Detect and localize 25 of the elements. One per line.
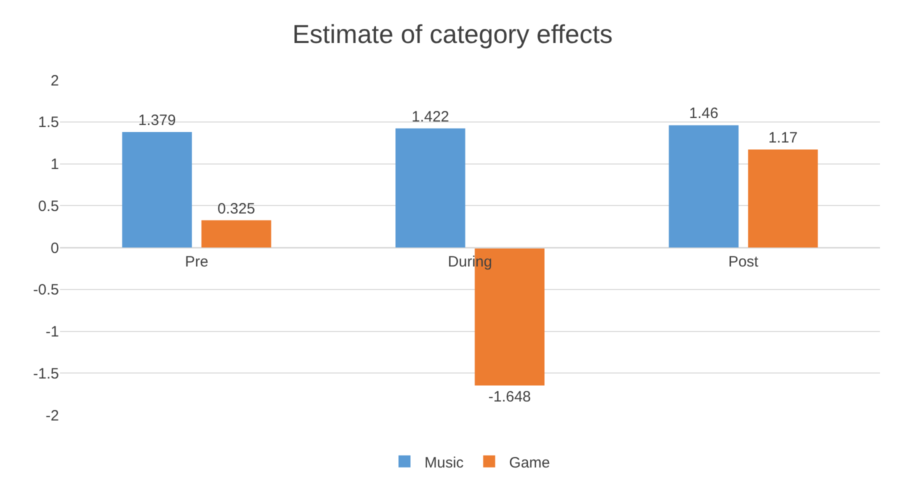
data-label: 1.46 <box>689 105 718 122</box>
y-tick-label: -2 <box>46 407 59 424</box>
y-tick-label: -0.5 <box>33 282 59 299</box>
data-label: 1.379 <box>138 112 176 130</box>
bar <box>748 150 818 248</box>
y-tick-label: 2 <box>50 72 59 90</box>
x-tick-label: Post <box>728 254 760 270</box>
data-label: -1.648 <box>488 388 531 406</box>
x-tick-label: Pre <box>185 254 208 270</box>
data-label: 1.17 <box>768 130 798 147</box>
legend-label: Game <box>509 454 550 472</box>
data-label: 0.325 <box>218 200 256 218</box>
bar <box>122 132 192 248</box>
bar <box>668 125 739 248</box>
chart-title: Estimate of category effects <box>292 18 613 49</box>
y-tick-label: 1 <box>50 156 59 173</box>
bar <box>395 128 466 248</box>
y-tick-label: 0 <box>50 240 59 257</box>
data-label: 1.422 <box>412 108 450 126</box>
y-tick-label: -1 <box>46 324 59 340</box>
bar <box>201 220 272 248</box>
y-tick-label: -1.5 <box>33 365 59 382</box>
y-tick-label: 0.5 <box>38 198 59 215</box>
y-tick-label: 1.5 <box>38 114 59 132</box>
legend-label: Music <box>424 454 464 472</box>
